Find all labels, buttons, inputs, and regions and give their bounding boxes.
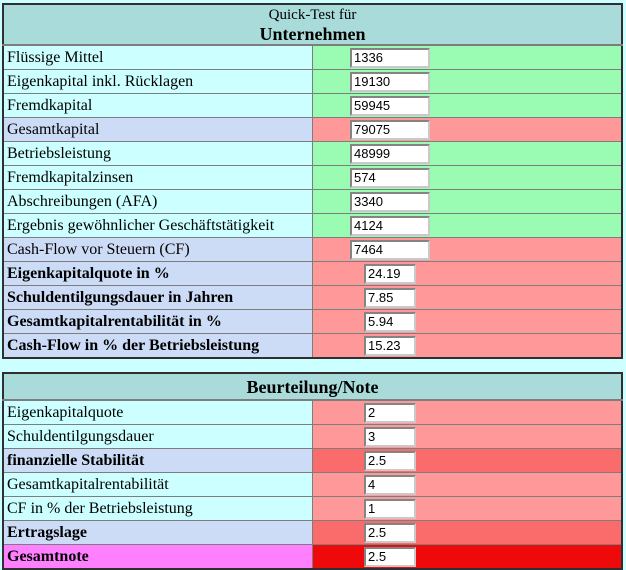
- row-label: Cash-Flow vor Steuern (CF): [2, 237, 313, 262]
- value-input[interactable]: [364, 474, 416, 495]
- table-row: Schuldentilgungsdauer in Jahren: [2, 285, 623, 310]
- row-label: Cash-Flow in % der Betriebsleistung: [2, 333, 313, 359]
- table-row: Ertragslage: [2, 520, 623, 545]
- value-cell: [312, 213, 623, 238]
- value-input[interactable]: [364, 311, 416, 332]
- value-cell: [312, 285, 623, 310]
- value-cell: [312, 520, 623, 545]
- row-label: Gesamtnote: [2, 544, 313, 570]
- row-label: Ertragslage: [2, 520, 313, 545]
- quick-test-table: Quick-Test für Unternehmen Flüssige Mitt…: [2, 3, 623, 359]
- value-input[interactable]: [364, 522, 416, 543]
- row-label: Eigenkapitalquote in %: [2, 261, 313, 286]
- row-label: CF in % der Betriebsleistung: [2, 496, 313, 521]
- value-input[interactable]: [350, 95, 430, 116]
- row-label: Betriebsleistung: [2, 141, 313, 166]
- table-header-row: Quick-Test für Unternehmen: [2, 3, 623, 46]
- value-cell: [312, 333, 623, 359]
- value-cell: [312, 544, 623, 570]
- value-input[interactable]: [364, 426, 416, 447]
- value-cell: [312, 93, 623, 118]
- table-row: Cash-Flow vor Steuern (CF): [2, 237, 623, 262]
- table-row: Eigenkapitalquote in %: [2, 261, 623, 286]
- row-label: Schuldentilgungsdauer in Jahren: [2, 285, 313, 310]
- company-title: Unternehmen: [259, 23, 366, 44]
- value-input[interactable]: [364, 335, 416, 356]
- table-row: Ergebnis gewöhnlicher Geschäftstätigkeit: [2, 213, 623, 238]
- row-label: Fremdkapitalzinsen: [2, 165, 313, 190]
- value-input[interactable]: [364, 402, 416, 423]
- value-cell: [312, 472, 623, 497]
- value-input[interactable]: [350, 47, 430, 68]
- table-row: CF in % der Betriebsleistung: [2, 496, 623, 521]
- row-label: Schuldentilgungsdauer: [2, 424, 313, 449]
- table-row: Flüssige Mittel: [2, 44, 623, 70]
- beurteilung-table: Beurteilung/Note Eigenkapitalquote Schul…: [2, 372, 623, 570]
- value-input[interactable]: [350, 71, 430, 92]
- value-cell: [312, 237, 623, 262]
- table-row: Gesamtkapitalrentabilität: [2, 472, 623, 497]
- value-input[interactable]: [364, 287, 416, 308]
- value-input[interactable]: [350, 239, 430, 260]
- quick-test-header: Quick-Test für Unternehmen: [2, 3, 623, 46]
- table-row: Betriebsleistung: [2, 141, 623, 166]
- row-label: Gesamtkapitalrentabilität in %: [2, 309, 313, 334]
- value-cell: [312, 261, 623, 286]
- value-cell: [312, 141, 623, 166]
- table-row: Gesamtnote: [2, 544, 623, 570]
- table-row: Schuldentilgungsdauer: [2, 424, 623, 449]
- row-label: Ergebnis gewöhnlicher Geschäftstätigkeit: [2, 213, 313, 238]
- table-row: Cash-Flow in % der Betriebsleistung: [2, 333, 623, 359]
- value-input[interactable]: [350, 167, 430, 188]
- value-cell: [312, 69, 623, 94]
- row-label: Eigenkapitalquote: [2, 399, 313, 425]
- value-input[interactable]: [350, 119, 430, 140]
- value-input[interactable]: [364, 498, 416, 519]
- table-row: Gesamtkapital: [2, 117, 623, 142]
- beurteilung-title: Beurteilung/Note: [246, 376, 379, 397]
- quick-test-title: Quick-Test für: [268, 6, 357, 23]
- value-cell: [312, 448, 623, 473]
- value-cell: [312, 496, 623, 521]
- value-cell: [312, 309, 623, 334]
- value-cell: [312, 117, 623, 142]
- value-input[interactable]: [350, 191, 430, 212]
- row-label: Flüssige Mittel: [2, 44, 313, 70]
- table-row: Eigenkapitalquote: [2, 399, 623, 425]
- value-input[interactable]: [350, 215, 430, 236]
- row-label: Eigenkapital inkl. Rücklagen: [2, 69, 313, 94]
- table-row: Gesamtkapitalrentabilität in %: [2, 309, 623, 334]
- table-header-row: Beurteilung/Note: [2, 372, 623, 401]
- value-cell: [312, 399, 623, 425]
- value-cell: [312, 165, 623, 190]
- value-input[interactable]: [364, 450, 416, 471]
- row-label: Fremdkapital: [2, 93, 313, 118]
- value-input[interactable]: [364, 546, 416, 567]
- table-row: Eigenkapital inkl. Rücklagen: [2, 69, 623, 94]
- value-cell: [312, 44, 623, 70]
- beurteilung-header: Beurteilung/Note: [2, 372, 623, 401]
- value-cell: [312, 189, 623, 214]
- row-label: Gesamtkapitalrentabilität: [2, 472, 313, 497]
- row-label: Gesamtkapital: [2, 117, 313, 142]
- row-label: finanzielle Stabilität: [2, 448, 313, 473]
- table-row: Fremdkapital: [2, 93, 623, 118]
- value-cell: [312, 424, 623, 449]
- value-input[interactable]: [364, 263, 416, 284]
- table-row: Abschreibungen (AFA): [2, 189, 623, 214]
- table-row: finanzielle Stabilität: [2, 448, 623, 473]
- value-input[interactable]: [350, 143, 430, 164]
- table-row: Fremdkapitalzinsen: [2, 165, 623, 190]
- row-label: Abschreibungen (AFA): [2, 189, 313, 214]
